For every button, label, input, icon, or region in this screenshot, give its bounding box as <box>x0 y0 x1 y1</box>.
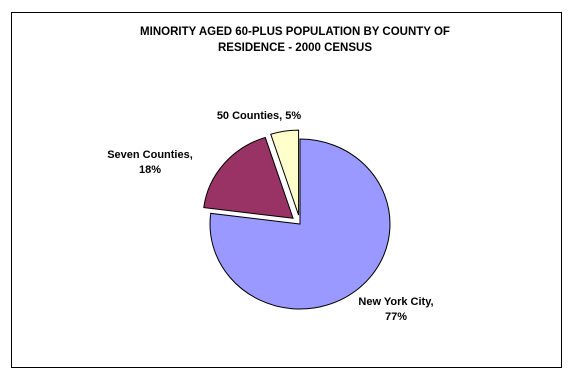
pie-slice-0 <box>209 138 391 310</box>
chart-title-line-1: MINORITY AGED 60-PLUS POPULATION BY COUN… <box>140 26 450 38</box>
pie-slices <box>203 129 391 310</box>
slice-label-seven-counties-line-2: 18% <box>139 164 161 176</box>
pie-slice-1 <box>203 136 294 219</box>
slice-label-new-york-city-line-1: New York City, <box>358 296 433 308</box>
chart-title: MINORITY AGED 60-PLUS POPULATION BY COUN… <box>140 26 450 54</box>
slice-labels: New York City, 77% Seven Counties, 18% 5… <box>107 110 433 323</box>
pie-slice-2 <box>270 129 300 216</box>
slice-label-new-york-city-line-2: 77% <box>385 311 407 323</box>
slice-label-50-counties: 50 Counties, 5% <box>217 110 302 122</box>
chart-title-line-2: RESIDENCE - 2000 CENSUS <box>218 42 372 54</box>
chart-area <box>11 12 562 368</box>
slice-label-seven-counties-line-1: Seven Counties, <box>107 149 193 161</box>
